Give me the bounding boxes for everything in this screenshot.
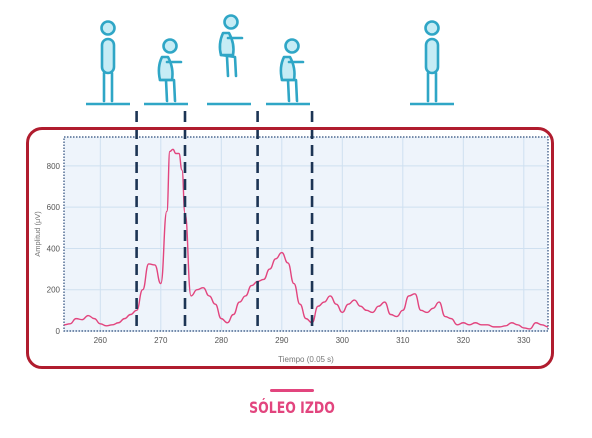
- exercise-figures: [86, 14, 454, 106]
- series: [63, 148, 549, 330]
- x-tick-label: 310: [396, 336, 410, 345]
- y-axis-label: Amplitud (μV): [33, 211, 42, 257]
- legend-swatch: [270, 389, 314, 392]
- y-tick-label: 800: [47, 162, 61, 171]
- legs: [426, 71, 438, 103]
- x-tick-label: 290: [275, 336, 289, 345]
- legs: [219, 53, 238, 78]
- figure-squat-icon: [144, 38, 188, 106]
- figure-squat-icon: [266, 38, 310, 106]
- torso: [424, 37, 440, 75]
- y-tick-label: 600: [47, 203, 61, 212]
- torso: [100, 37, 116, 75]
- torso: [279, 55, 296, 82]
- figure-standing-icon: [410, 20, 454, 106]
- plot-area: [64, 137, 548, 331]
- x-tick-label: 330: [517, 336, 531, 345]
- legs: [102, 71, 114, 103]
- torso: [218, 31, 235, 57]
- head: [100, 20, 116, 36]
- figure-standing-icon: [86, 20, 130, 106]
- x-tick-label: 320: [457, 336, 471, 345]
- y-tick-label: 200: [47, 286, 61, 295]
- legs: [158, 78, 177, 103]
- head: [284, 38, 300, 54]
- series-line: [63, 148, 549, 330]
- legend-label: SÓLEO IZDO: [249, 398, 335, 417]
- x-tick-label: 300: [336, 336, 350, 345]
- grid: [64, 137, 548, 332]
- torso: [157, 55, 174, 82]
- x-tick-label: 280: [215, 336, 229, 345]
- x-tick-label: 260: [94, 336, 108, 345]
- head: [223, 14, 239, 30]
- tick-labels: 0 200 400 600 800 260 270 280 290 300 310 320 330: [47, 162, 531, 345]
- y-tick-label: 400: [47, 244, 61, 253]
- y-tick-label: 0: [56, 327, 61, 336]
- head: [162, 38, 178, 54]
- chart-frame: [26, 127, 554, 369]
- phase-markers: [135, 111, 314, 331]
- head: [424, 20, 440, 36]
- legs: [280, 78, 299, 103]
- x-axis-label: Tiempo (0.05 s): [278, 355, 334, 364]
- x-tick-label: 270: [154, 336, 168, 345]
- figure-jump-icon: [207, 14, 251, 106]
